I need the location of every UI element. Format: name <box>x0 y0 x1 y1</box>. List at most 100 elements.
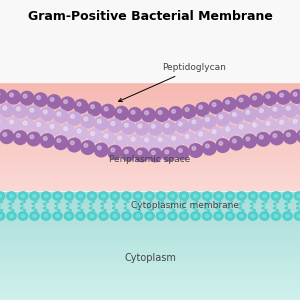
Circle shape <box>239 98 243 102</box>
Circle shape <box>101 104 115 118</box>
Ellipse shape <box>271 212 281 220</box>
Ellipse shape <box>193 194 198 198</box>
Bar <box>0 267 300 269</box>
Circle shape <box>98 146 101 150</box>
Bar <box>0 146 300 148</box>
Circle shape <box>158 111 162 114</box>
Circle shape <box>61 97 74 111</box>
Circle shape <box>145 138 148 142</box>
Bar <box>0 100 300 102</box>
Bar <box>0 140 300 142</box>
Ellipse shape <box>9 214 14 218</box>
Ellipse shape <box>29 212 40 220</box>
Ellipse shape <box>294 191 300 200</box>
Circle shape <box>128 108 142 121</box>
Circle shape <box>266 94 270 98</box>
Circle shape <box>50 124 54 128</box>
Ellipse shape <box>170 214 175 218</box>
Circle shape <box>16 134 20 137</box>
Circle shape <box>138 124 142 128</box>
Circle shape <box>243 108 256 122</box>
Ellipse shape <box>29 191 40 200</box>
Circle shape <box>74 127 88 140</box>
Bar <box>0 193 300 196</box>
Ellipse shape <box>216 214 221 218</box>
Circle shape <box>219 142 223 145</box>
Ellipse shape <box>260 191 269 200</box>
Circle shape <box>142 108 155 122</box>
Bar <box>0 105 300 108</box>
Bar <box>0 247 300 250</box>
Bar <box>0 160 300 163</box>
Bar <box>0 298 300 300</box>
Bar <box>0 169 300 172</box>
Bar <box>0 265 300 268</box>
Bar <box>0 122 300 124</box>
Bar <box>0 238 300 241</box>
Bar <box>0 226 300 228</box>
Circle shape <box>34 120 47 134</box>
Circle shape <box>172 136 176 140</box>
Bar <box>0 96 300 98</box>
Circle shape <box>182 132 196 146</box>
Circle shape <box>70 115 74 118</box>
Circle shape <box>88 129 101 142</box>
Bar <box>0 87 300 89</box>
Circle shape <box>236 95 250 109</box>
Ellipse shape <box>0 194 2 198</box>
Ellipse shape <box>7 191 16 200</box>
Circle shape <box>176 119 189 133</box>
Circle shape <box>286 106 290 110</box>
Ellipse shape <box>236 191 247 200</box>
Circle shape <box>152 124 155 128</box>
Circle shape <box>30 108 34 112</box>
Bar <box>0 224 300 226</box>
Bar <box>0 166 300 168</box>
Circle shape <box>111 148 115 152</box>
Ellipse shape <box>44 214 49 218</box>
Bar <box>0 91 300 93</box>
Ellipse shape <box>55 194 60 198</box>
Ellipse shape <box>32 194 37 198</box>
Ellipse shape <box>76 191 85 200</box>
Circle shape <box>115 106 128 120</box>
Bar <box>0 263 300 266</box>
Ellipse shape <box>158 214 164 218</box>
Bar <box>0 195 300 197</box>
Bar <box>0 204 300 206</box>
Circle shape <box>88 102 101 116</box>
Circle shape <box>155 135 169 148</box>
Ellipse shape <box>296 194 300 198</box>
Circle shape <box>256 133 270 146</box>
Ellipse shape <box>239 214 244 218</box>
Bar <box>0 218 300 221</box>
Circle shape <box>192 146 196 150</box>
Circle shape <box>212 130 216 134</box>
Ellipse shape <box>0 214 2 218</box>
Bar <box>0 233 300 235</box>
Ellipse shape <box>101 214 106 218</box>
Circle shape <box>273 107 277 111</box>
Ellipse shape <box>179 191 189 200</box>
Ellipse shape <box>112 194 118 198</box>
Circle shape <box>34 93 47 106</box>
Bar <box>0 109 300 111</box>
Bar <box>0 107 300 110</box>
Bar <box>0 215 300 217</box>
Bar <box>0 151 300 154</box>
Circle shape <box>178 148 182 152</box>
Circle shape <box>44 136 47 140</box>
Circle shape <box>230 136 243 150</box>
Circle shape <box>293 119 297 123</box>
Ellipse shape <box>250 194 256 198</box>
Bar <box>0 173 300 176</box>
Circle shape <box>216 112 230 126</box>
Ellipse shape <box>202 212 212 220</box>
Bar <box>0 280 300 282</box>
Circle shape <box>10 93 14 97</box>
Bar <box>0 289 300 291</box>
Text: Periplasmic space: Periplasmic space <box>110 155 190 164</box>
Circle shape <box>122 121 135 134</box>
Circle shape <box>165 124 169 128</box>
Bar <box>0 208 300 210</box>
